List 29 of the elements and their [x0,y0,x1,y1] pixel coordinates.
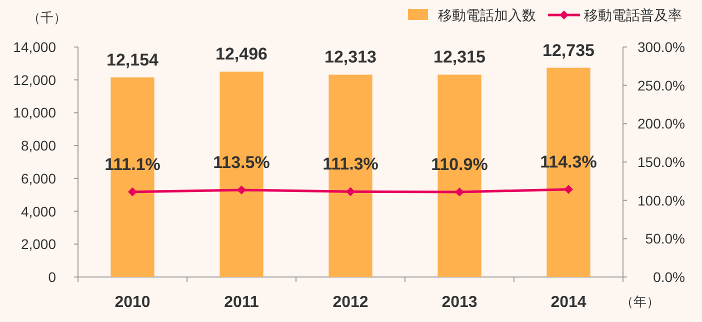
y2-tick-label: 250.0% [638,77,685,94]
x-tick-label: 2012 [332,294,368,311]
legend-label: 移動電話加入数 [438,7,536,23]
y2-tick-label: 100.0% [638,192,685,208]
data-label: 12,496 [216,44,268,64]
y2-tick-label: 50.0% [645,230,685,247]
y2-tick-label: 150.0% [638,154,685,170]
x-tick-label: 2010 [114,294,150,311]
y-tick-label: 6,000 [20,170,56,186]
y2-tick-label: 200.0% [638,116,685,132]
y-tick-label: 4,000 [20,203,56,220]
y-tick-label: 0 [48,269,56,285]
data-label: 12,735 [542,40,594,60]
y-axis-title: （千） [28,10,66,25]
y2-tick-label: 300.0% [638,39,685,55]
y-tick-label: 12,000 [13,72,56,88]
data-label: 12,313 [324,48,376,67]
x-tick-label: 2011 [224,294,259,311]
legend-label: 移動電話普及率 [584,7,682,23]
y-tick-label: 8,000 [20,138,56,154]
x-axis-title: （年） [620,294,660,309]
x-tick-label: 2013 [442,294,478,311]
y2-tick-label: 0.0% [653,269,685,285]
data-label: 12,154 [106,50,160,70]
y-tick-label: 2,000 [20,236,56,252]
x-tick-label: 2014 [550,294,586,311]
y-tick-label: 10,000 [13,104,56,121]
data-label: 12,315 [434,48,486,67]
y-tick-label: 14,000 [13,39,56,55]
